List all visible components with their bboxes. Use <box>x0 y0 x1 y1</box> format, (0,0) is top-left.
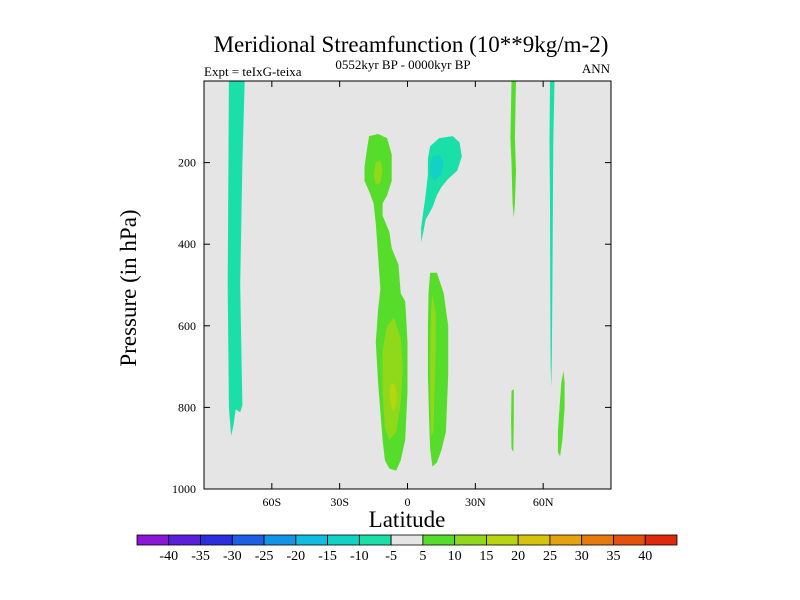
contour-region-8 <box>430 154 444 181</box>
colorbar-label-12: 25 <box>543 549 557 564</box>
x-tick-label-0: 60S <box>262 495 281 509</box>
x-axis: 60S 30S 0 30N 60N <box>262 81 554 509</box>
x-axis-label: Latitude <box>369 507 446 532</box>
colorbar-swatch-13 <box>549 534 583 546</box>
chart-subtitle-left: Expt = teIxG-teixa <box>204 64 302 79</box>
x-tick-label-1: 30S <box>330 495 349 509</box>
colorbar-label-0: -40 <box>159 549 178 564</box>
colorbar-swatch-7 <box>358 534 392 546</box>
colorbar-swatch-15 <box>613 534 646 546</box>
colorbar: -40 -35 -30 -25 -20 -15 -10 -5 5 10 15 20 25 30 35 40 <box>136 534 678 564</box>
colorbar-label-2: -30 <box>223 549 242 564</box>
y-tick-label-0: 200 <box>178 156 196 170</box>
y-axis: 200 400 600 800 1000 <box>172 156 611 496</box>
contour-region-2 <box>373 160 383 185</box>
colorbar-swatch-1 <box>168 534 201 546</box>
colorbar-label-1: -35 <box>191 549 210 564</box>
colorbar-label-7: -5 <box>385 549 397 564</box>
colorbar-swatch-8 <box>390 534 424 546</box>
contour-region-9 <box>510 81 516 218</box>
contour-region-11 <box>549 81 555 387</box>
colorbar-label-14: 35 <box>606 549 620 564</box>
colorbar-swatch-16 <box>644 534 678 546</box>
colorbar-swatch-4 <box>263 534 297 546</box>
contour-region-10 <box>511 389 514 453</box>
chart-subtitle-center: 0552kyr BP - 0000kyr BP <box>335 57 470 72</box>
colorbar-swatch-2 <box>200 534 233 546</box>
colorbar-label-9: 10 <box>448 549 462 564</box>
colorbar-label-8: 5 <box>419 549 426 564</box>
contour-region-3 <box>382 317 403 440</box>
colorbar-swatch-11 <box>486 534 519 546</box>
colorbar-label-4: -20 <box>286 549 305 564</box>
colorbar-swatch-12 <box>517 534 551 546</box>
colorbar-swatch-10 <box>454 534 487 546</box>
y-tick-label-1: 400 <box>178 237 196 251</box>
chart-subtitle-right: ANN <box>582 61 611 76</box>
colorbar-swatch-9 <box>422 534 456 546</box>
contour-region-4 <box>389 382 397 412</box>
colorbar-swatch-6 <box>327 534 360 546</box>
chart-title: Meridional Streamfunction (10**9kg/m-2) <box>214 32 609 57</box>
colorbar-label-10: 15 <box>479 549 493 564</box>
contour-region-0 <box>227 81 245 436</box>
colorbar-label-6: -10 <box>350 549 369 564</box>
y-axis-label: Pressure (in hPa) <box>116 209 141 366</box>
contour-region-12 <box>557 370 565 457</box>
colorbar-swatch-0 <box>136 534 170 546</box>
colorbar-label-11: 20 <box>511 549 525 564</box>
colorbar-label-3: -25 <box>255 549 274 564</box>
colorbar-label-13: 30 <box>575 549 589 564</box>
colorbar-label-5: -15 <box>318 549 337 564</box>
y-tick-label-2: 600 <box>178 319 196 333</box>
x-tick-label-2: 0 <box>405 495 411 509</box>
colorbar-swatch-3 <box>231 534 265 546</box>
x-tick-label-3: 30N <box>465 495 486 509</box>
y-tick-label-4: 1000 <box>172 482 196 496</box>
colorbar-label-15: 40 <box>638 549 652 564</box>
contour-region-6 <box>430 293 436 436</box>
x-tick-label-4: 60N <box>533 495 554 509</box>
plot-area <box>204 81 611 489</box>
contour-regions <box>227 81 565 471</box>
colorbar-swatch-14 <box>581 534 614 546</box>
colorbar-swatch-5 <box>295 534 328 546</box>
y-tick-label-3: 800 <box>178 400 196 414</box>
